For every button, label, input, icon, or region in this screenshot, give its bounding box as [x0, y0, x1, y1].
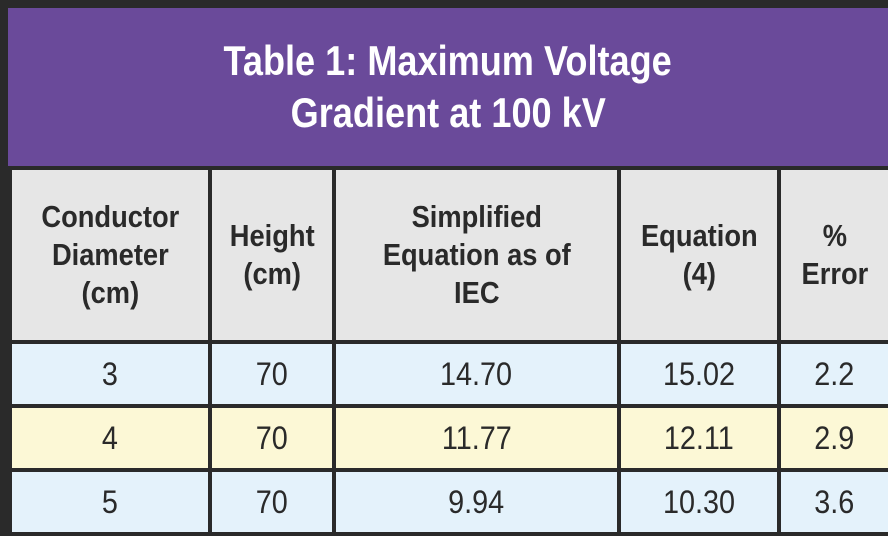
data-table: Conductor Diameter (cm) Height (cm) Simp…	[8, 166, 888, 536]
cell-error: 2.2	[777, 340, 888, 408]
header-text: Conductor	[41, 199, 179, 234]
header-text: Equation as of	[382, 237, 571, 272]
cell-diameter: 5	[8, 468, 212, 536]
header-text: Height	[229, 218, 315, 253]
table-title-line-2: Gradient at 100 kV	[290, 89, 606, 136]
header-percent-error: % Error	[777, 166, 888, 344]
cell-equation-4: 15.02	[617, 340, 781, 408]
header-text: Equation	[640, 218, 758, 253]
cell-equation-4: 12.11	[617, 404, 781, 472]
header-row: Conductor Diameter (cm) Height (cm) Simp…	[8, 166, 888, 344]
header-height: Height (cm)	[208, 166, 336, 344]
header-text: Error	[801, 256, 868, 291]
header-text: Simplified	[411, 199, 542, 234]
cell-diameter: 4	[8, 404, 212, 472]
cell-simplified: 11.77	[332, 404, 621, 472]
cell-diameter: 3	[8, 340, 212, 408]
cell-error: 3.6	[777, 468, 888, 536]
table-title: Table 1: Maximum Voltage Gradient at 100…	[8, 8, 888, 166]
cell-error: 2.9	[777, 404, 888, 472]
cell-simplified: 14.70	[332, 340, 621, 408]
cell-height: 70	[208, 404, 336, 472]
table-row: 3 70 14.70 15.02 2.2	[8, 340, 888, 408]
header-text: %	[822, 218, 847, 253]
header-text: Diameter	[51, 237, 169, 272]
cell-equation-4: 10.30	[617, 468, 781, 536]
table-row: 4 70 11.77 12.11 2.9	[8, 404, 888, 472]
header-simplified-equation: Simplified Equation as of IEC	[332, 166, 621, 344]
header-conductor-diameter: Conductor Diameter (cm)	[8, 166, 212, 344]
cell-height: 70	[208, 468, 336, 536]
cell-height: 70	[208, 340, 336, 408]
header-text: IEC	[453, 275, 500, 310]
header-text: (cm)	[243, 256, 301, 291]
header-text: (4)	[682, 256, 716, 291]
cell-simplified: 9.94	[332, 468, 621, 536]
table-title-line-1: Table 1: Maximum Voltage	[223, 37, 673, 84]
header-equation-4: Equation (4)	[617, 166, 781, 344]
table-row: 5 70 9.94 10.30 3.6	[8, 468, 888, 536]
header-text: (cm)	[81, 275, 139, 310]
